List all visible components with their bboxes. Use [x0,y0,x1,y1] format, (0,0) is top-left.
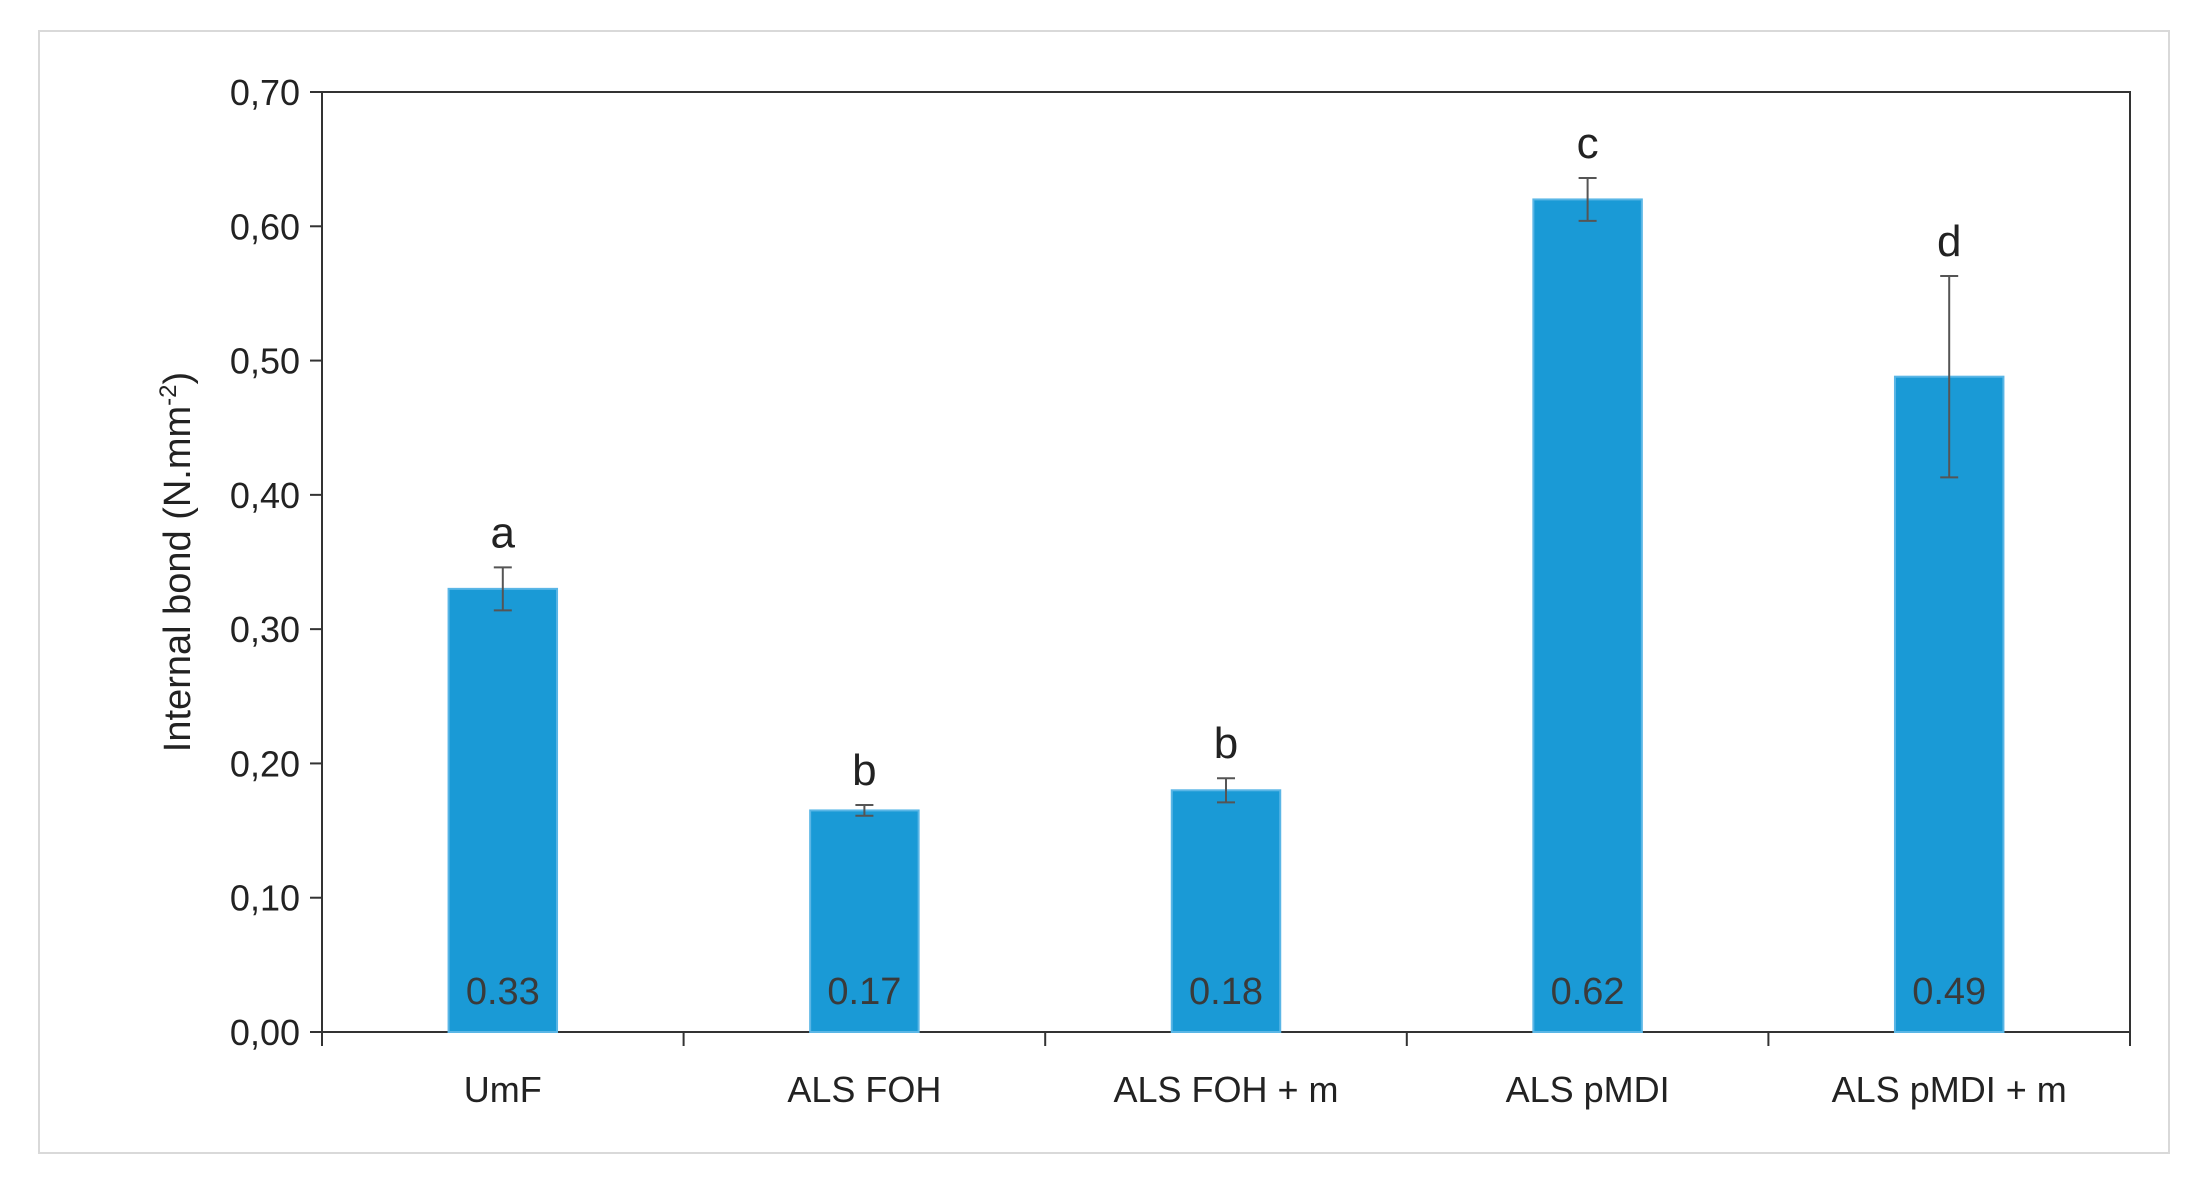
bar [1532,198,1643,1033]
significance-letter: b [852,746,876,795]
x-category-label: ALS FOH [787,1069,941,1110]
y-tick-label: 0,10 [230,878,300,919]
bar [1170,789,1282,1033]
y-tick-label: 0,70 [230,72,300,113]
significance-letter: a [491,508,516,557]
y-tick-label: 0,60 [230,206,300,247]
y-axis-title: Internal bond (N.mm-2) [155,372,199,752]
y-axis-title-text: Internal bond (N.mm [157,406,199,752]
bar-chart: 0,00 0,10 0,20 0,30 0,40 0,50 0,60 0,70 a 0.33 UmF… [155,72,2131,1110]
x-category-label: ALS FOH + m [1113,1069,1338,1110]
significance-letter: d [1937,217,1961,266]
bar [1893,375,2005,1033]
x-category-label: UmF [464,1069,542,1110]
significance-letter: c [1577,119,1599,168]
bar [447,587,559,1033]
y-axis-title-superscript: -2 [155,384,182,405]
x-category-label: ALS pMDI [1506,1069,1670,1110]
y-tick-label: 0,20 [230,743,300,784]
y-tick-label: 0,50 [230,341,300,382]
data-label: 0.18 [1189,971,1263,1013]
chart-frame: 0,00 0,10 0,20 0,30 0,40 0,50 0,60 0,70 a 0.33 UmF… [38,30,2170,1154]
data-label: 0.49 [1912,971,1986,1013]
y-tick-label: 0,00 [230,1012,300,1053]
error-bars [493,176,1959,817]
y-axis-title-close: ) [157,372,199,385]
y-tick-label: 0,40 [230,475,300,516]
significance-letter: b [1214,719,1238,768]
y-tick-label: 0,30 [230,609,300,650]
data-label: 0.33 [466,971,540,1013]
bars [447,198,2005,1034]
bar [809,809,920,1034]
labels: 0,00 0,10 0,20 0,30 0,40 0,50 0,60 0,70 a 0.33 UmF… [230,72,2067,1110]
data-label: 0.17 [827,971,901,1013]
data-label: 0.62 [1551,971,1625,1013]
x-category-label: ALS pMDI + m [1832,1069,2067,1110]
